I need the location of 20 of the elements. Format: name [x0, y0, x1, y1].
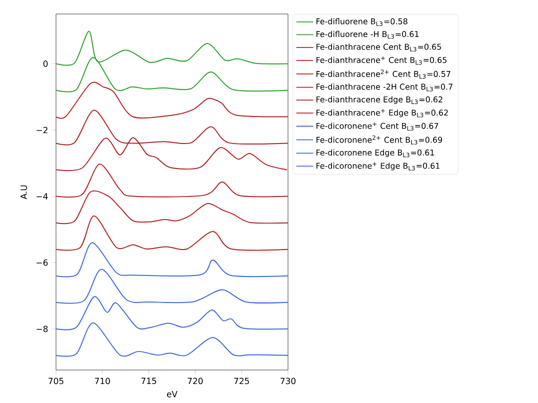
line-series [56, 296, 288, 330]
line-series [56, 190, 288, 224]
x-tick-label: 720 [188, 378, 203, 384]
line-series [56, 164, 288, 198]
x-axis-title: eV [166, 391, 178, 398]
x-tick-label: 730 [280, 378, 296, 384]
x-tick-label: 705 [48, 378, 64, 384]
y-tick-label: −6 [36, 259, 48, 266]
x-tick-label: 725 [234, 378, 249, 384]
y-tick-label: −8 [36, 326, 48, 332]
y-tick-label: −2 [36, 126, 48, 134]
y-tick-label: 0 [43, 60, 48, 67]
line-series [56, 215, 288, 251]
line-series [56, 322, 288, 357]
y-axis-title: A.U [20, 185, 27, 200]
y-tick-label: −4 [36, 193, 48, 200]
x-tick-label: 710 [95, 378, 110, 384]
line-series [56, 242, 288, 278]
line-series [56, 268, 288, 304]
x-tick-label: 715 [141, 378, 156, 384]
